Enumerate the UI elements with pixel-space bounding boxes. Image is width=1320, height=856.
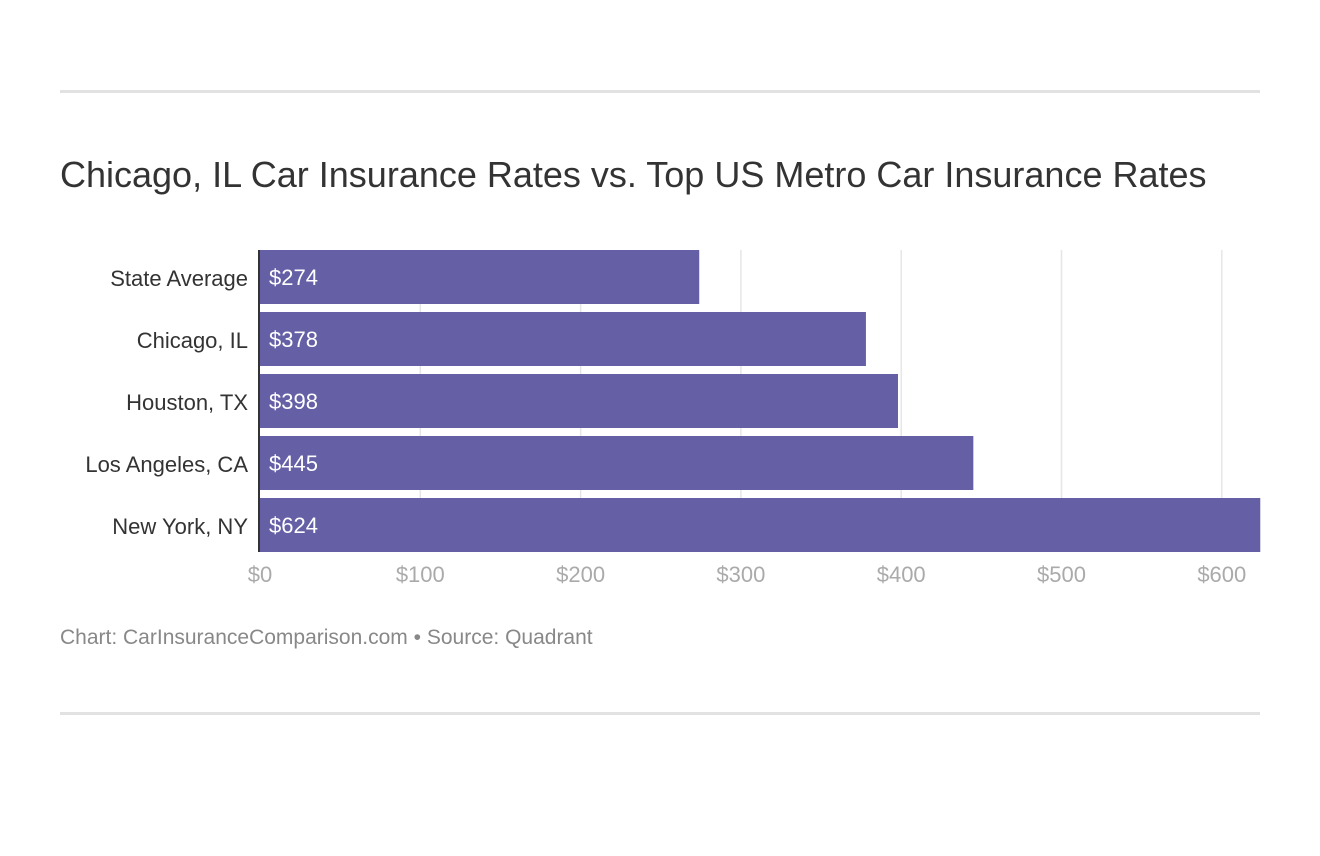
bottom-divider bbox=[60, 712, 1260, 715]
chart-title: Chicago, IL Car Insurance Rates vs. Top … bbox=[60, 154, 1207, 195]
bar bbox=[260, 312, 866, 366]
bar-value-label: $274 bbox=[269, 265, 318, 290]
chart-footer: Chart: CarInsuranceComparison.com • Sour… bbox=[60, 626, 593, 650]
bar-chart: $0 $100 $200 $300 $400 $500 $600 $274 State Aver… bbox=[85, 250, 1261, 587]
bar-value-label: $624 bbox=[269, 513, 318, 538]
x-tick-label: $500 bbox=[1037, 562, 1086, 587]
x-tick-label: $100 bbox=[396, 562, 445, 587]
bar-value-label: $445 bbox=[269, 451, 318, 476]
category-label: Chicago, IL bbox=[137, 328, 248, 353]
bar bbox=[260, 374, 898, 428]
chart-credit: Chart: CarInsuranceComparison.com bbox=[60, 626, 408, 649]
x-tick-label: $600 bbox=[1197, 562, 1246, 587]
x-tick-label: $400 bbox=[877, 562, 926, 587]
bar-value-label: $378 bbox=[269, 327, 318, 352]
bar bbox=[260, 436, 974, 490]
category-label: Houston, TX bbox=[126, 390, 248, 415]
x-tick-label: $300 bbox=[716, 562, 765, 587]
top-divider bbox=[60, 90, 1260, 93]
source-credit: Source: Quadrant bbox=[426, 626, 593, 649]
x-tick-label: $0 bbox=[248, 562, 272, 587]
category-label: Los Angeles, CA bbox=[85, 452, 248, 477]
category-label: New York, NY bbox=[112, 514, 248, 539]
bar bbox=[260, 498, 1261, 552]
bar bbox=[260, 250, 700, 304]
footer-separator: • bbox=[413, 626, 422, 649]
bar-value-label: $398 bbox=[269, 389, 318, 414]
category-label: State Average bbox=[110, 266, 248, 291]
x-tick-label: $200 bbox=[556, 562, 605, 587]
